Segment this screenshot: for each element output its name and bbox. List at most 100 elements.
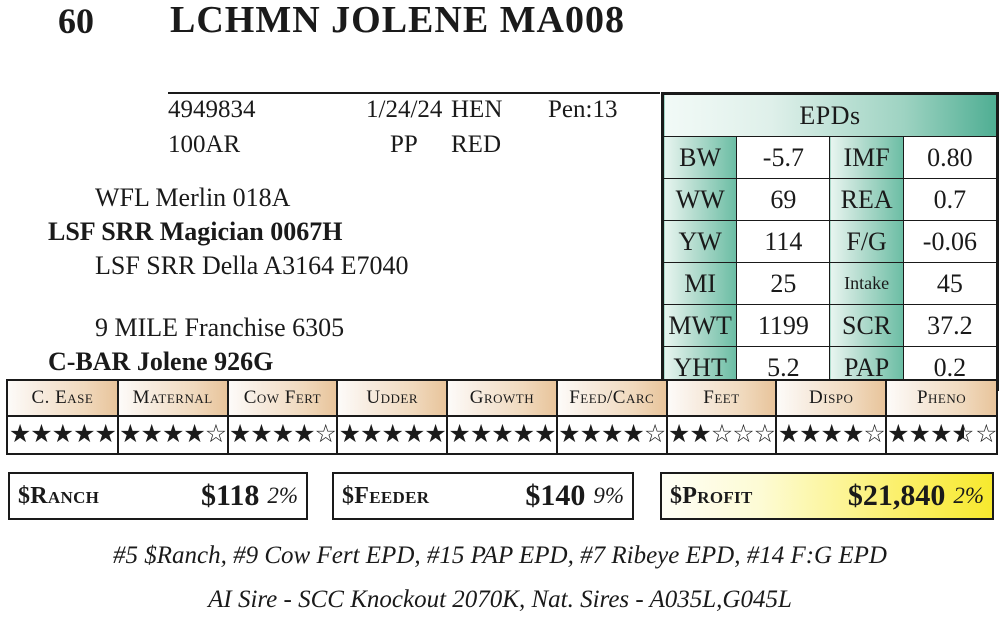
- epd-table: EPDs BW -5.7 IMF 0.80 WW 69 REA 0.7 YW 114 F/G -0.0…: [661, 92, 999, 391]
- epd-value-imf: 0.80: [902, 136, 998, 179]
- hide-color: RED: [451, 131, 501, 158]
- ranch-index-value: $118: [200, 479, 260, 512]
- star-empty-icon: ☆: [314, 421, 337, 448]
- epd-value-f-g: -0.06: [902, 220, 998, 263]
- epd-label-intake: Intake: [829, 262, 904, 305]
- trait-rating-udder: ★★★★★: [337, 416, 449, 453]
- dam-name: C-BAR Jolene 926G: [48, 347, 274, 376]
- star-filled-icon: ★: [469, 421, 492, 448]
- trait-rating-feed-carc: ★★★★☆: [556, 416, 668, 453]
- epd-label-yw: YW: [662, 220, 738, 263]
- epd-value-rea: 0.7: [902, 178, 998, 221]
- ranch-index-label: $Ranch: [18, 482, 100, 509]
- sire-name: LSF SRR Magician 0067H: [48, 217, 343, 246]
- epd-value-mwt: 1199: [736, 304, 831, 347]
- star-filled-icon: ★: [73, 421, 95, 448]
- star-empty-icon: ☆: [204, 421, 227, 448]
- star-half-icon: ☆ ★: [951, 421, 975, 448]
- star-filled-icon: ★: [30, 421, 52, 448]
- star-empty-icon: ☆: [863, 421, 885, 448]
- star-filled-icon: ★: [8, 421, 31, 448]
- epd-row: MWT 1199 SCR 37.2: [662, 304, 998, 347]
- paternal-granddam: LSF SRR Della A3164 E7040: [95, 251, 409, 280]
- epd-value-scr: 37.2: [902, 304, 998, 347]
- star-filled-icon: ★: [271, 421, 294, 448]
- profit-index-box: $Profit $21,840 2%: [660, 472, 994, 520]
- trait-header-cow-fert: Cow Fert: [227, 381, 339, 417]
- star-filled-icon: ★: [841, 421, 864, 448]
- polled-status: PP: [390, 131, 418, 158]
- star-filled-icon: ★: [558, 421, 580, 448]
- trait-header-dispo: Dispo: [776, 381, 888, 417]
- star-filled-icon: ★: [491, 421, 513, 448]
- star-filled-icon: ★: [667, 421, 690, 448]
- epd-row: YW 114 F/G -0.06: [662, 220, 998, 263]
- star-filled-icon: ★: [534, 421, 556, 448]
- epd-table-body: BW -5.7 IMF 0.80 WW 69 REA 0.7 YW 114 F/G -0.06 MI 25…: [662, 136, 998, 389]
- sires-note: AI Sire - SCC Knockout 2070K, Nat. Sires…: [208, 586, 792, 613]
- star-filled-icon: ★: [689, 421, 711, 448]
- epd-table-title: EPDs: [663, 94, 997, 137]
- star-empty-icon: ☆: [975, 421, 997, 448]
- traits-header-row: C. Ease Maternal Cow Fert Udder Growth Feed/C…: [8, 381, 996, 417]
- lot-number: 60: [58, 1, 94, 41]
- epd-label-bw: BW: [662, 136, 738, 179]
- trait-rating-maternal: ★★★★☆: [117, 416, 229, 453]
- star-filled-icon: ★: [512, 421, 535, 448]
- epd-value-intake: 45: [902, 262, 998, 305]
- star-filled-icon: ★: [820, 421, 843, 448]
- epd-label-scr: SCR: [829, 304, 904, 347]
- star-filled-icon: ★: [402, 421, 425, 448]
- epd-label-f-g: F/G: [829, 220, 904, 263]
- star-filled-icon: ★: [228, 421, 251, 448]
- star-filled-icon: ★: [601, 421, 623, 448]
- trait-rating-cow-fert: ★★★★☆: [227, 416, 339, 453]
- profit-index-value: $21,840: [847, 479, 946, 512]
- traits-rating-row: ★★★★★ ★★★★☆ ★★★★☆ ★★★★★ ★★★★★ ★★★★☆ ★★☆☆☆ ★★★★☆…: [8, 416, 998, 453]
- epd-table-header-row: EPDs: [663, 94, 997, 137]
- epd-label-imf: IMF: [829, 136, 904, 179]
- star-filled-icon: ★: [887, 421, 909, 448]
- trait-header-feet: Feet: [666, 381, 778, 417]
- pen-number: Pen:13: [548, 96, 618, 123]
- star-filled-icon: ★: [293, 421, 315, 448]
- feeder-index-percentile: 9%: [593, 483, 624, 508]
- profit-index-label: $Profit: [670, 482, 753, 509]
- trait-rating-pheno: ★★★☆ ★ ☆: [886, 416, 997, 453]
- feeder-index-label: $Feeder: [342, 482, 430, 509]
- ranch-index-percentile: 2%: [267, 483, 298, 508]
- star-filled-icon: ★: [360, 421, 382, 448]
- star-filled-icon: ★: [338, 421, 361, 448]
- star-filled-icon: ★: [929, 421, 952, 448]
- epd-row: WW 69 REA 0.7: [662, 178, 998, 221]
- star-filled-icon: ★: [119, 421, 141, 448]
- trait-rating-feet: ★★☆☆☆: [666, 416, 778, 453]
- birth-date: 1/24/24: [366, 96, 443, 123]
- epd-label-mwt: MWT: [662, 304, 738, 347]
- trait-header-udder: Udder: [337, 381, 449, 417]
- tattoo: HEN: [451, 96, 503, 123]
- trait-header-pheno: Pheno: [886, 381, 996, 417]
- trait-header-maternal: Maternal: [117, 381, 229, 417]
- trait-rating-growth: ★★★★★: [447, 416, 558, 453]
- title-divider: [168, 92, 660, 94]
- identification-row-1: 4949834 1/24/24 HEN Pen:13: [168, 96, 660, 131]
- star-filled-icon: ★: [183, 421, 205, 448]
- maternal-grandsire: 9 MILE Franchise 6305: [95, 313, 345, 342]
- star-empty-icon: ☆: [732, 421, 754, 448]
- trait-header-growth: Growth: [447, 381, 558, 417]
- star-filled-icon: ★: [622, 421, 644, 448]
- star-filled-icon: ★: [424, 421, 446, 448]
- trait-header-c-ease: C. Ease: [8, 381, 119, 417]
- star-empty-icon: ☆: [753, 421, 776, 448]
- star-filled-icon: ★: [448, 421, 470, 448]
- star-filled-icon: ★: [908, 421, 931, 448]
- trait-header-feed-carc: Feed/Carc: [556, 381, 668, 417]
- epd-value-ww: 69: [736, 178, 831, 221]
- paternal-grandsire: WFL Merlin 018A: [95, 183, 291, 212]
- footer-notes: #5 $Ranch, #9 Cow Fert EPD, #15 PAP EPD,…: [0, 534, 1000, 622]
- traits-table: C. Ease Maternal Cow Fert Udder Growth Feed/C…: [6, 379, 998, 455]
- epd-value-bw: -5.7: [736, 136, 831, 179]
- star-filled-icon: ★: [799, 421, 821, 448]
- trait-rating-c-ease: ★★★★★: [8, 416, 119, 453]
